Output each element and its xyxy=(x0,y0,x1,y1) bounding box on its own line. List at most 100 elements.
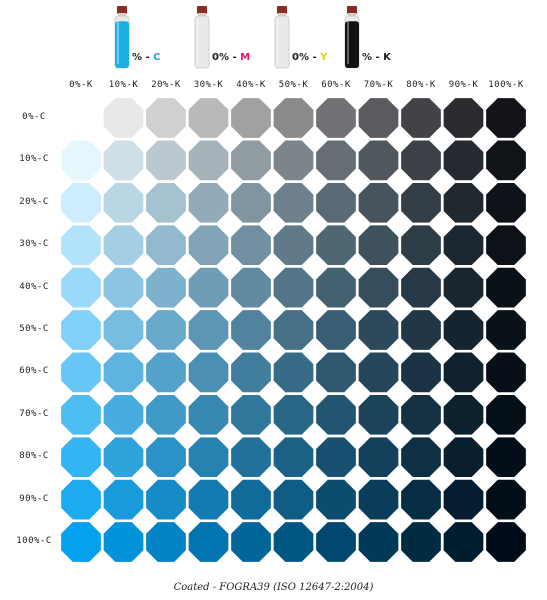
swatch-c100-k70 xyxy=(358,522,399,562)
swatch-c50-k20 xyxy=(146,310,186,350)
c-axis-tick-label: 50%-C xyxy=(19,324,49,334)
swatch-c70-k90 xyxy=(443,394,484,435)
swatch-c40-k30 xyxy=(188,267,229,308)
ink-label: % - C xyxy=(132,52,160,63)
swatch-c80-k50 xyxy=(273,437,314,478)
swatch-c80-k40 xyxy=(231,437,271,478)
swatch-c70-k50 xyxy=(273,394,314,435)
ink-label: 0% - Y xyxy=(292,52,327,63)
swatch-c40-k70 xyxy=(358,267,399,308)
ink-k: % - K xyxy=(342,4,402,69)
ink-label-letter: K xyxy=(383,52,391,63)
magenta-bottle-icon xyxy=(194,6,210,69)
swatch-c60-k60 xyxy=(316,352,356,393)
swatch-c50-k40 xyxy=(231,310,271,350)
yellow-bottle-icon xyxy=(274,6,290,69)
swatch-c100-k100 xyxy=(486,522,526,562)
swatch-c20-k70 xyxy=(358,182,399,223)
ink-label-value: 0% - xyxy=(292,52,321,63)
swatch-c10-k100 xyxy=(486,140,526,181)
c-axis-tick-label: 60%-C xyxy=(19,366,49,377)
swatch-c50-k60 xyxy=(316,310,356,350)
swatch-c80-k20 xyxy=(146,437,186,478)
swatch-c40-k60 xyxy=(316,267,356,308)
swatch-c30-k10 xyxy=(103,225,144,266)
swatch-c20-k100 xyxy=(486,182,526,223)
swatch-c30-k50 xyxy=(273,225,314,266)
swatch-c70-k80 xyxy=(401,394,441,435)
swatch-c70-k60 xyxy=(316,394,356,435)
swatch-c30-k60 xyxy=(316,225,356,266)
swatch-c30-k30 xyxy=(188,225,229,266)
swatch-c0-k100 xyxy=(486,98,526,138)
swatch-c70-k20 xyxy=(146,394,186,435)
k-axis-tick-label: 0%-K xyxy=(69,80,93,90)
c-axis-tick-label: 10%-C xyxy=(19,154,49,165)
black-bottle-icon xyxy=(344,6,360,69)
swatch-c80-k60 xyxy=(316,437,356,478)
swatch-c50-k100 xyxy=(486,310,526,350)
k-axis-tick-label: 20%-K xyxy=(151,80,181,90)
swatch-c100-k60 xyxy=(316,522,356,562)
ink-label-letter: Y xyxy=(320,52,328,63)
swatch-c60-k80 xyxy=(401,352,441,393)
swatch-c20-k50 xyxy=(273,182,314,223)
swatch-c20-k0 xyxy=(61,182,101,223)
swatch-c20-k60 xyxy=(316,182,356,223)
swatch-c100-k80 xyxy=(401,522,441,562)
swatch-c90-k90 xyxy=(443,479,484,520)
ink-c: % - C xyxy=(112,4,172,69)
swatch-c50-k90 xyxy=(443,310,484,350)
swatch-c70-k70 xyxy=(358,394,399,435)
c-axis-tick-label: 0%-C xyxy=(22,112,46,122)
swatch-c40-k0 xyxy=(61,267,101,308)
swatch-c60-k90 xyxy=(443,352,484,393)
swatch-c70-k100 xyxy=(486,394,526,435)
swatch-c40-k10 xyxy=(103,267,144,308)
swatch-c100-k10 xyxy=(103,522,144,562)
swatch-c30-k20 xyxy=(146,225,186,266)
swatch-c100-k30 xyxy=(188,522,229,562)
ink-label: 0% - M xyxy=(212,52,250,63)
swatch-c90-k0 xyxy=(61,479,101,520)
swatch-c90-k10 xyxy=(103,479,144,520)
swatch-c60-k50 xyxy=(273,352,314,393)
swatch-c60-k70 xyxy=(358,352,399,393)
swatch-c70-k10 xyxy=(103,394,144,435)
c-axis-tick-label: 100%-C xyxy=(16,536,52,546)
swatch-c90-k50 xyxy=(273,479,314,520)
ink-label-value: % - xyxy=(362,52,384,63)
swatch-c100-k0 xyxy=(61,522,101,562)
swatch-c10-k40 xyxy=(231,140,271,181)
c-axis-tick-label: 70%-C xyxy=(19,408,49,419)
swatch-c20-k80 xyxy=(401,182,441,223)
swatch-c0-k10 xyxy=(103,98,144,138)
swatch-c0-k80 xyxy=(401,98,441,138)
ink-m: 0% - M xyxy=(192,4,252,69)
swatch-c30-k80 xyxy=(401,225,441,266)
swatch-c30-k100 xyxy=(486,225,526,266)
swatch-c70-k0 xyxy=(61,394,101,435)
c-axis-tick-label: 20%-C xyxy=(19,196,49,207)
swatch-c10-k30 xyxy=(188,140,229,181)
swatch-c0-k70 xyxy=(358,98,399,138)
swatch-c40-k40 xyxy=(231,267,271,308)
swatch-c60-k40 xyxy=(231,352,271,393)
swatch-c30-k70 xyxy=(358,225,399,266)
k-axis-tick-label: 80%-K xyxy=(406,80,436,90)
swatch-c70-k30 xyxy=(188,394,229,435)
swatch-c10-k50 xyxy=(273,140,314,181)
swatch-c90-k100 xyxy=(486,479,526,520)
swatch-c60-k30 xyxy=(188,352,229,393)
k-axis-tick-label: 90%-K xyxy=(448,80,479,90)
k-axis-tick-label: 40%-K xyxy=(236,80,266,90)
swatch-c0-k90 xyxy=(443,98,484,138)
swatch-c20-k30 xyxy=(188,182,229,223)
k-axis-tick-label: 100%-K xyxy=(488,80,524,90)
swatch-c10-k20 xyxy=(146,140,186,181)
swatch-c10-k90 xyxy=(443,140,484,181)
ink-label-value: 0% - xyxy=(212,52,241,63)
swatch-c50-k30 xyxy=(188,310,229,350)
